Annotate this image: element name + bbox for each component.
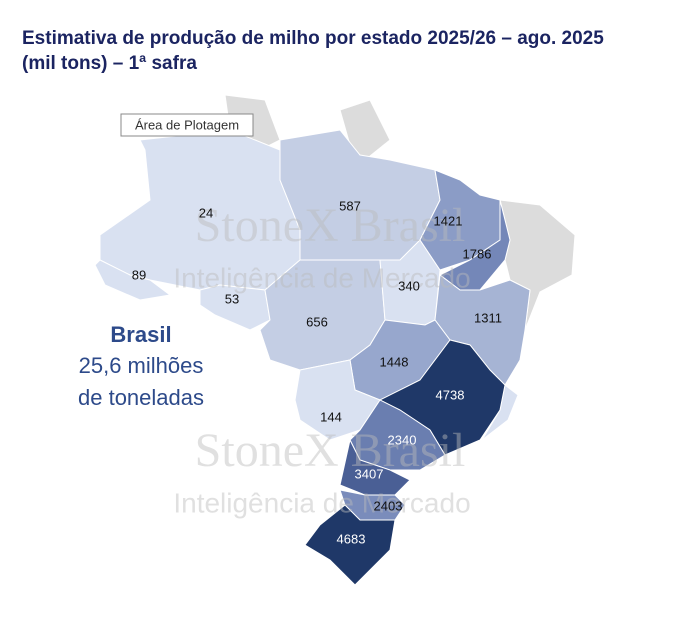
value-label: 24 xyxy=(199,205,213,220)
watermark-text: Inteligência de Mercado xyxy=(173,487,470,518)
value-label: 340 xyxy=(398,278,420,293)
watermark: StoneX Brasil Inteligência de Mercado Ston… xyxy=(173,199,470,518)
watermark-text: StoneX Brasil xyxy=(195,199,466,252)
total-name: Brasil xyxy=(110,322,171,347)
state xyxy=(94,259,172,301)
value-label: 1448 xyxy=(380,354,409,369)
value-label: 1421 xyxy=(434,213,463,228)
state xyxy=(199,284,271,331)
tooltip: Área de Plotagem xyxy=(135,117,239,132)
state xyxy=(339,438,411,496)
watermark-text: StoneX Brasil xyxy=(195,424,466,477)
states xyxy=(94,129,531,586)
value-label: 1311 xyxy=(474,310,502,325)
state xyxy=(349,399,446,471)
value-label: 4683 xyxy=(337,531,366,546)
value-label: 3407 xyxy=(355,466,384,481)
total-unit: de toneladas xyxy=(78,385,204,410)
value-label: 4738 xyxy=(436,387,465,402)
total-value: 25,6 milhões xyxy=(79,353,204,378)
chart-title: Estimativa de produção de milho por esta… xyxy=(22,28,604,49)
value-label: 144 xyxy=(320,409,342,424)
value-label: 2340 xyxy=(388,432,417,447)
value-label: 656 xyxy=(306,314,328,329)
value-label: 89 xyxy=(132,267,146,282)
value-label: 2403 xyxy=(374,498,403,513)
value-label: 1786 xyxy=(463,246,492,261)
tooltip-box xyxy=(120,113,254,137)
value-label: 587 xyxy=(339,198,361,213)
chart-subtitle: (mil tons) – 1ª safra xyxy=(22,53,197,74)
watermark-text: Inteligência de Mercado xyxy=(173,262,470,293)
value-label: 53 xyxy=(225,291,239,306)
state xyxy=(304,504,396,586)
